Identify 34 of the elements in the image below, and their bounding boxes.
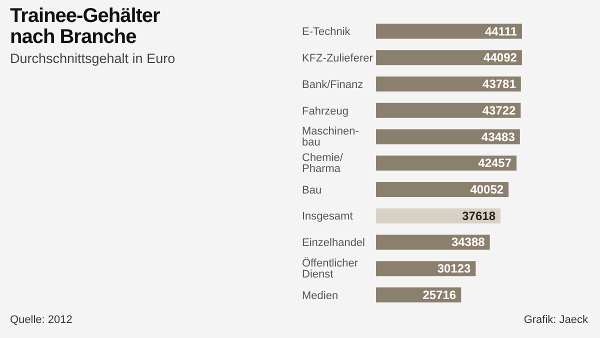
bar [376,182,509,197]
data-label: 43483 [482,130,516,144]
bar [376,156,517,171]
y-tick-label: E-Technik [302,26,351,38]
y-tick-label: Einzelhandel [302,237,365,250]
data-label: 44092 [484,50,518,65]
data-label: 42457 [478,156,512,170]
data-label: 25716 [422,288,456,302]
bar [376,50,522,66]
data-label: 34388 [451,235,486,250]
y-tick-label: Chemie/Pharma [302,152,344,175]
data-label: 43781 [482,77,516,92]
data-label: 37618 [462,208,496,223]
y-tick-label: Bau [302,184,322,196]
y-tick-label: Insgesamt [302,210,353,223]
y-tick-label: Medien [302,290,338,302]
bar [376,208,501,224]
y-tick-label: Maschinen-bau [302,126,360,149]
bar [376,24,522,39]
bar [376,102,521,118]
y-tick-label: KFZ-Zulieferer [302,52,374,65]
y-tick-label: Öffentlicher Dienst [302,256,358,280]
text: Grafik: Jaeck [524,314,588,326]
y-tick-label: Fahrzeug [302,105,348,118]
data-label: 44111 [484,24,518,38]
source-note: Quelle: 2012 [10,314,72,326]
text: Durchschnittsgehalt in Euro [10,51,176,66]
data-label: 40052 [470,182,504,196]
bar [376,76,521,92]
text: Trainee-Gehälter nach Branche [10,5,161,48]
bar [376,129,520,144]
y-tick-label: Bank/Finanz [302,78,364,91]
data-label: 30123 [437,262,472,276]
data-label: 43722 [482,103,516,118]
